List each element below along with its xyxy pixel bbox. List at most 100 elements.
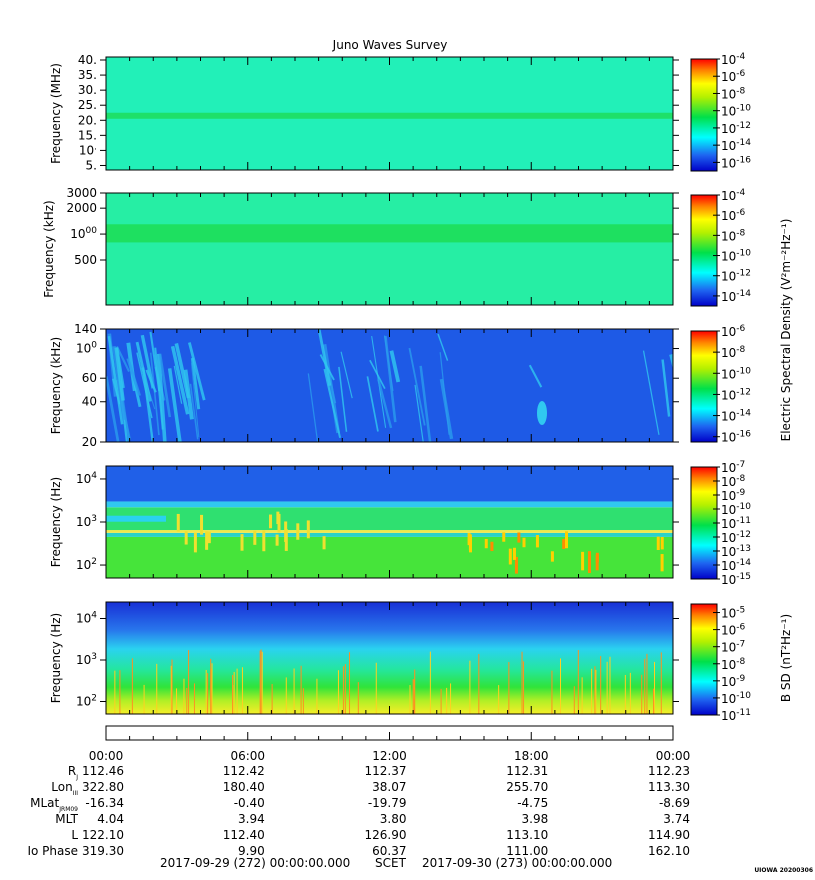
ephemeris-value: 112.40 [223,828,265,842]
emission-streak [384,335,397,423]
emission-spot [587,551,591,574]
emission-spot [322,536,326,550]
spectrogram-panel-3: 20 40 60 100 140 Frequency (kHz) 10-6 10-8 10-10… [49,219,793,449]
colorbar-gradient [690,194,718,307]
ephemeris-value: 112.23 [648,764,690,778]
colorbar: 10-4 10-6 10-8 10-10 10-12 10-14 [690,188,751,307]
spectrogram-image [106,466,673,578]
emission-streak [106,376,120,442]
y-tick-label: 104 [76,471,97,486]
emission-streak [188,342,206,401]
colorbar-tick-label: 10-12 [721,530,751,545]
ephemeris-value: -0.40 [234,796,265,810]
emission-streak [437,333,449,361]
emission-spot [484,538,488,549]
emission-streak [317,329,332,386]
y-tick-label: 100 [76,341,97,356]
ephemeris-label: LonIII [51,780,78,797]
emission-spot [660,537,664,550]
band-layer [106,532,673,537]
emission-spot [176,513,180,532]
emission-spot [276,511,280,525]
emission-blob [537,401,547,425]
emission-spot [275,534,279,546]
ephemeris-value: 3.98 [522,812,549,826]
y-tick-label: 104 [76,611,97,626]
colorbar-tick-label: 10-5 [721,606,745,621]
emission-spot [207,531,211,544]
y-tick-label: 103 [76,652,97,667]
y-tick-label: 102 [76,557,97,572]
colorbar-tick-label: 10-11 [721,516,751,531]
emission-spot [522,537,526,548]
ephemeris-value: 112.46 [82,764,124,778]
ephemeris-value: -16.34 [85,796,124,810]
time-tick-label: 12:00 [372,749,407,763]
y-tick-label: 5. [86,158,97,172]
colorbar-tick-label: 10-6 [721,623,746,638]
emission-streak [107,335,124,425]
colorbar-gradient [690,603,718,716]
emission-spot [656,536,660,551]
ephemeris-label: MLT [55,812,78,826]
colorbar-tick-label: 10-7 [721,640,745,655]
colorbar-tick-label: 10-13 [721,544,751,559]
emission-streak [377,379,393,429]
emission-spot [595,554,599,571]
scet-end: 2017-09-30 (273) 00:00:00.000 [422,856,612,870]
spectrogram-image [106,602,673,714]
y-axis-label: Frequency (kHz) [49,337,63,434]
emission-spot [253,530,257,545]
colorbar-tick-label: 10-10 [721,249,751,264]
ephemeris-label: L [71,828,78,842]
time-tick-label: 00:00 [656,749,691,763]
scet-label: SCET [375,856,407,870]
colorbar-tick-label: 10-16 [721,155,751,170]
y-tick-label: 35. [78,68,97,82]
ephemeris-value: 38.07 [372,780,406,794]
time-tick-label: 00:00 [89,749,124,763]
spectrogram-image [106,57,673,170]
emission-streak [149,352,160,436]
colorbar-tick-label: 10-10 [721,502,751,517]
colorbar-tick-label: 10-8 [721,345,746,360]
ephemeris-value: -4.75 [517,796,548,810]
emission-spot [184,531,188,545]
ephemeris-value: 111.00 [506,844,548,858]
ephemeris-value: 112.31 [506,764,548,778]
ephemeris-value: 112.37 [365,764,407,778]
emission-spot [269,514,273,529]
colorbar-tick-label: 10-6 [721,208,746,223]
y-tick-label: 102 [76,694,97,709]
spectrogram-image [106,193,673,305]
y-tick-label: 25. [78,98,97,112]
ephemeris-label: MLatJRM09 [30,796,78,813]
scet-start: 2017-09-29 (272) 00:00:00.000 [160,856,350,870]
emission-streak [307,373,319,442]
version-stamp: UIOWA 20200306 [754,867,813,874]
emission-streak [190,362,200,438]
emission-spot [660,554,664,572]
emission-spot [562,538,566,549]
colorbar-title: Electric Spectral Density (V²m⁻²Hz⁻¹) [779,219,793,442]
spectrogram-image [106,329,673,442]
ephemeris-value: 255.70 [506,780,548,794]
ephemeris-label: Io Phase [27,844,78,858]
ephemeris-value: 113.10 [506,828,548,842]
emission-spot [535,535,539,548]
emission-streak [114,347,125,401]
band-layer [106,507,673,531]
colorbar: 10-4 10-6 10-8 10-10 10-12 10-14 10-16 [690,52,751,172]
spectrum-fill [106,193,673,305]
colorbar-tick-label: 10-11 [721,708,751,723]
colorbar-tick-label: 10-6 [721,324,746,339]
emission-spot [205,531,209,550]
emission-streak [338,366,348,432]
ephemeris-value: 322.80 [82,780,124,794]
ephemeris-value: 126.90 [365,828,407,842]
colorbar-tick-label: 10-8 [721,86,746,101]
time-tick-label: 06:00 [230,749,265,763]
colorbar-tick-label: 10-4 [721,188,746,203]
